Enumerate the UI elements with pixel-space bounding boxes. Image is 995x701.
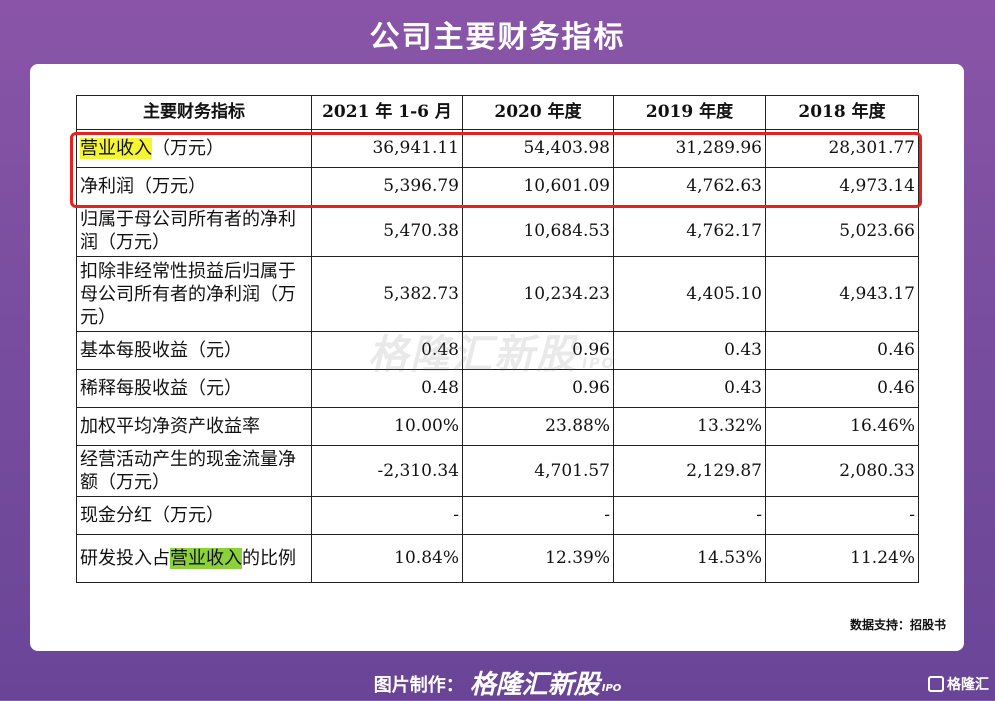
table-header-row: 主要财务指标 2021 年 1-6 月 2020 年度 2019 年度 2018… bbox=[76, 95, 919, 130]
indicator-name: 现金分红（万元） bbox=[80, 505, 224, 526]
indicator-name-cell: 现金分红（万元） bbox=[76, 496, 312, 535]
financial-indicators-table: 主要财务指标 2021 年 1-6 月 2020 年度 2019 年度 2018… bbox=[76, 95, 919, 583]
indicator-name-cell: 经营活动产生的现金流量净额（万元） bbox=[76, 445, 312, 497]
table-row: 营业收入（万元） 36,941.11 54,403.98 31,289.96 28,30… bbox=[76, 129, 919, 168]
value-cell: 0.43 bbox=[613, 369, 766, 408]
header-cell: 2019 年度 bbox=[613, 95, 766, 130]
indicator-name-cell: 归属于母公司所有者的净利润（万元） bbox=[76, 205, 312, 257]
value-cell: 14.53% bbox=[613, 534, 766, 583]
indicator-name-cell: 稀释每股收益（元） bbox=[76, 369, 312, 408]
value-cell: 4,762.17 bbox=[613, 205, 766, 257]
value-cell: 12.39% bbox=[462, 534, 614, 583]
value-cell: - bbox=[765, 496, 919, 535]
highlighted-term: 营业收入 bbox=[80, 138, 152, 159]
table-row: 扣除非经常性损益后归属于母公司所有者的净利润（万元） 5,382.73 10,234… bbox=[76, 256, 919, 332]
value-cell: 11.24% bbox=[765, 534, 919, 583]
value-cell: 23.88% bbox=[462, 407, 614, 446]
value-cell: 0.96 bbox=[462, 369, 614, 408]
table-row: 净利润（万元） 5,396.79 10,601.09 4,762.63 4,973.14 bbox=[76, 167, 919, 206]
value-cell: 10,601.09 bbox=[462, 167, 614, 206]
value-cell: 31,289.96 bbox=[613, 129, 766, 168]
value-cell: 4,943.17 bbox=[765, 256, 919, 332]
indicator-name-cell: 基本每股收益（元） bbox=[76, 331, 312, 370]
indicator-name: 加权平均净资产收益率 bbox=[80, 416, 260, 437]
value-cell: 0.46 bbox=[765, 369, 919, 408]
value-cell: - bbox=[462, 496, 614, 535]
value-cell: 16.46% bbox=[765, 407, 919, 446]
value-cell: 10.00% bbox=[311, 407, 463, 446]
logo-icon bbox=[928, 676, 944, 692]
table-row: 经营活动产生的现金流量净额（万元） -2,310.34 4,701.57 2,129.… bbox=[76, 445, 919, 497]
indicator-name-suffix: 的比例 bbox=[242, 548, 296, 569]
value-cell: 0.96 bbox=[462, 331, 614, 370]
header-cell: 主要财务指标 bbox=[76, 95, 312, 130]
table-row: 基本每股收益（元） 0.48 0.96 0.43 0.46 bbox=[76, 331, 919, 370]
table-row: 研发投入占营业收入的比例 10.84% 12.39% 14.53% 11.24% bbox=[76, 534, 919, 583]
value-cell: - bbox=[613, 496, 766, 535]
table-row: 归属于母公司所有者的净利润（万元） 5,470.38 10,684.53 4,762.… bbox=[76, 205, 919, 257]
value-cell: 54,403.98 bbox=[462, 129, 614, 168]
corner-logo: 格隆汇 bbox=[928, 674, 989, 694]
indicator-name-cell: 加权平均净资产收益率 bbox=[76, 407, 312, 446]
value-cell: 0.43 bbox=[613, 331, 766, 370]
indicator-name-suffix: （万元） bbox=[152, 138, 224, 159]
value-cell: 28,301.77 bbox=[765, 129, 919, 168]
indicator-name-cell: 营业收入（万元） bbox=[76, 129, 312, 168]
indicator-name-cell: 净利润（万元） bbox=[76, 167, 312, 206]
indicator-name: 研发投入占 bbox=[80, 548, 170, 569]
value-cell: 0.48 bbox=[311, 369, 463, 408]
indicator-name: 稀释每股收益（元） bbox=[80, 378, 242, 399]
highlighted-term: 营业收入 bbox=[170, 548, 242, 569]
value-cell: 5,396.79 bbox=[311, 167, 463, 206]
table-row: 稀释每股收益（元） 0.48 0.96 0.43 0.46 bbox=[76, 369, 919, 408]
indicator-name-cell: 扣除非经常性损益后归属于母公司所有者的净利润（万元） bbox=[76, 256, 312, 332]
value-cell: 10.84% bbox=[311, 534, 463, 583]
content-card: 主要财务指标 2021 年 1-6 月 2020 年度 2019 年度 2018… bbox=[30, 64, 964, 651]
table-row: 现金分红（万元） - - - - bbox=[76, 496, 919, 535]
source-note: 数据支持：招股书 bbox=[849, 618, 946, 632]
value-cell: 10,684.53 bbox=[462, 205, 614, 257]
value-cell: 2,080.33 bbox=[765, 445, 919, 497]
value-cell: 36,941.11 bbox=[311, 129, 463, 168]
value-cell: 5,382.73 bbox=[311, 256, 463, 332]
value-cell: 4,405.10 bbox=[613, 256, 766, 332]
header-cell: 2020 年度 bbox=[462, 95, 614, 130]
value-cell: 5,470.38 bbox=[311, 205, 463, 257]
header-cell: 2018 年度 bbox=[765, 95, 919, 130]
value-cell: 4,762.63 bbox=[613, 167, 766, 206]
value-cell: 4,701.57 bbox=[462, 445, 614, 497]
corner-logo-text: 格隆汇 bbox=[947, 677, 989, 693]
indicator-name: 扣除非经常性损益后归属于母公司所有者的净利润（万元） bbox=[80, 260, 296, 328]
value-cell: -2,310.34 bbox=[311, 445, 463, 497]
footer-sub: IPO bbox=[601, 683, 622, 694]
footer-brand: 格隆汇新股 bbox=[469, 670, 600, 700]
indicator-name: 基本每股收益（元） bbox=[80, 340, 242, 361]
footer-credit: 图片制作： 格隆汇新股 IPO bbox=[0, 664, 995, 701]
value-cell: 0.48 bbox=[311, 331, 463, 370]
page-title: 公司主要财务指标 bbox=[369, 20, 626, 55]
value-cell: - bbox=[311, 496, 463, 535]
indicator-name: 经营活动产生的现金流量净额（万元） bbox=[80, 449, 296, 493]
header-cell: 2021 年 1-6 月 bbox=[311, 95, 463, 130]
indicator-name-cell: 研发投入占营业收入的比例 bbox=[76, 534, 312, 583]
indicator-name: 净利润（万元） bbox=[80, 176, 206, 197]
indicator-name: 归属于母公司所有者的净利润（万元） bbox=[80, 209, 296, 253]
value-cell: 5,023.66 bbox=[765, 205, 919, 257]
value-cell: 0.46 bbox=[765, 331, 919, 370]
value-cell: 10,234.23 bbox=[462, 256, 614, 332]
table-row: 加权平均净资产收益率 10.00% 23.88% 13.32% 16.46% bbox=[76, 407, 919, 446]
value-cell: 2,129.87 bbox=[613, 445, 766, 497]
value-cell: 4,973.14 bbox=[765, 167, 919, 206]
footer-label: 图片制作： bbox=[373, 675, 464, 696]
value-cell: 13.32% bbox=[613, 407, 766, 446]
